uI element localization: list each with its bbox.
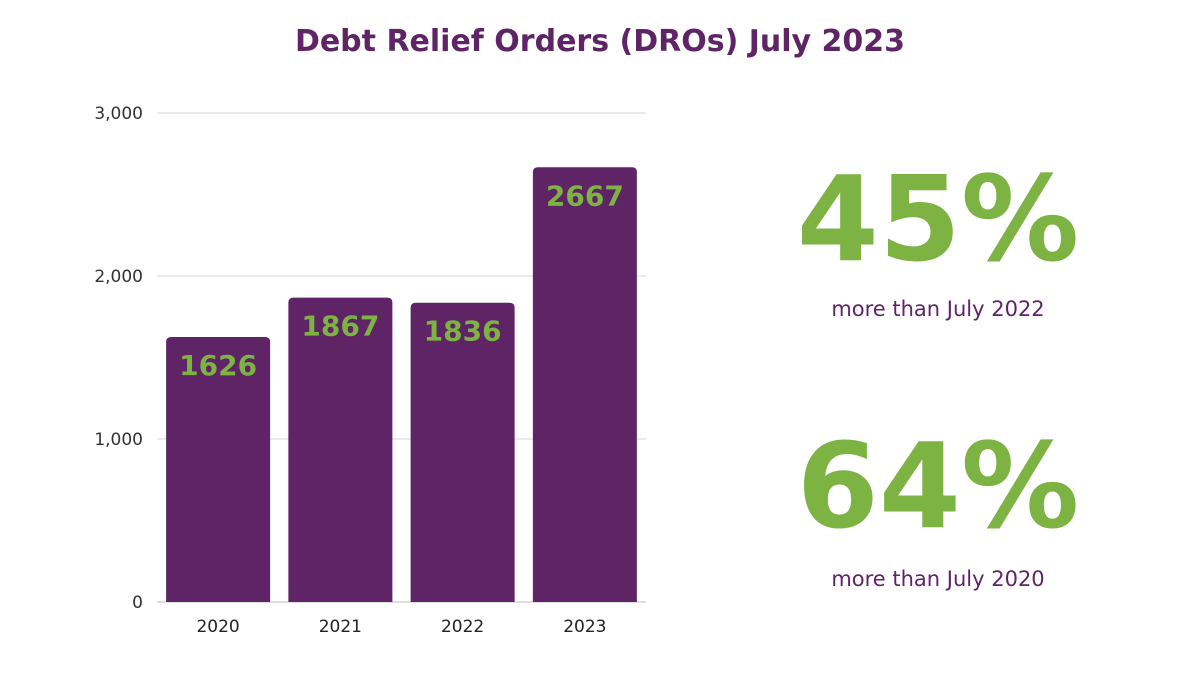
y-tick-label: 1,000 [94, 430, 143, 450]
y-tick-label: 3,000 [94, 104, 143, 124]
stat-value-1: 45% [796, 150, 1080, 288]
bars [166, 167, 637, 603]
bar-2021 [288, 297, 393, 602]
bar-value-label: 2667 [546, 179, 624, 212]
stat-caption-1: more than July 2022 [831, 297, 1045, 321]
y-tick-label: 2,000 [94, 267, 143, 287]
bar-value-label: 1626 [179, 349, 257, 382]
y-tick-label: 0 [132, 593, 143, 613]
stat-caption-2: more than July 2020 [831, 567, 1045, 591]
bar-data-labels: 1626 1867 1836 2667 [179, 179, 624, 382]
bar-value-label: 1867 [301, 310, 379, 343]
x-category-label: 2022 [441, 617, 484, 637]
bar-2022 [410, 302, 515, 602]
x-category-label: 2020 [196, 617, 239, 637]
x-axis-categories: 2020 2021 2022 2023 [196, 617, 606, 637]
bar-2023 [532, 167, 637, 603]
x-category-label: 2023 [563, 617, 606, 637]
y-axis-ticks: 0 1,000 2,000 3,000 [94, 104, 143, 613]
bar-2020 [166, 336, 271, 602]
x-category-label: 2021 [319, 617, 362, 637]
stat-value-2: 64% [796, 417, 1080, 555]
chart-title: Debt Relief Orders (DROs) July 2023 [294, 24, 906, 59]
bar-value-label: 1836 [424, 315, 502, 348]
